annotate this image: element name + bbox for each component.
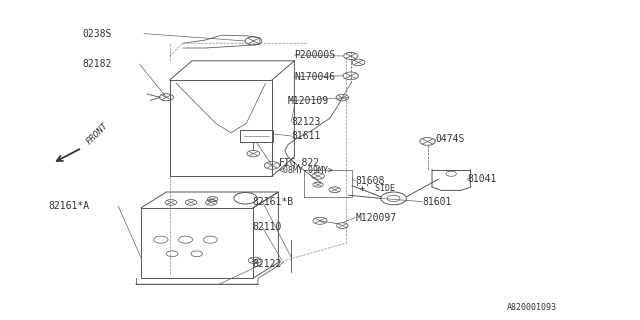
Text: '+' SIDE: '+' SIDE (355, 184, 396, 193)
Text: <08MY-09MY>: <08MY-09MY> (278, 166, 333, 175)
Text: P20000S: P20000S (294, 50, 335, 60)
Bar (240, 130, 273, 142)
Text: 82122: 82122 (253, 259, 282, 269)
Text: 0238S: 0238S (83, 28, 112, 39)
Text: 81611: 81611 (291, 131, 321, 141)
Text: M120109: M120109 (288, 96, 329, 106)
Text: 82161*B: 82161*B (253, 196, 294, 207)
Text: FIG.822: FIG.822 (278, 158, 319, 168)
Text: 82110: 82110 (253, 222, 282, 232)
Text: 82161*A: 82161*A (48, 201, 89, 212)
Text: 81601: 81601 (422, 196, 452, 207)
Text: 81041: 81041 (467, 174, 497, 184)
Text: 81608: 81608 (355, 176, 385, 186)
Text: 82123: 82123 (291, 116, 321, 127)
Text: 0474S: 0474S (435, 134, 465, 144)
Text: M120097: M120097 (355, 212, 396, 223)
Text: 82182: 82182 (83, 59, 112, 69)
Text: FRONT: FRONT (85, 121, 111, 146)
Text: N170046: N170046 (294, 72, 335, 82)
Text: A820001093: A820001093 (507, 303, 557, 312)
